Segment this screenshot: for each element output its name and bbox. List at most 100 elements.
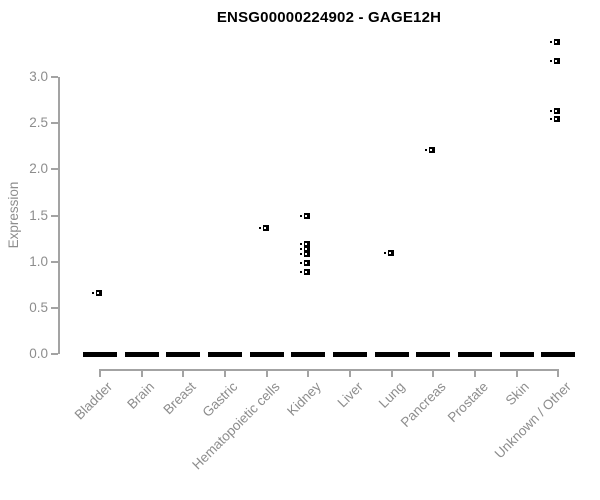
x-tick-label: Lung: [375, 379, 408, 411]
zero-cluster-bar: [207, 352, 242, 357]
data-point-marker: [300, 212, 311, 219]
marker-hole: [305, 247, 308, 250]
x-tick-label: Gastric: [199, 379, 241, 420]
data-point-marker: [300, 259, 311, 266]
x-tick: [557, 369, 560, 377]
marker-hole: [555, 40, 558, 43]
jitter-dash: [300, 270, 303, 273]
x-tick: [307, 369, 310, 377]
jitter-dash: [550, 110, 553, 113]
data-point-marker: [258, 225, 269, 232]
square-marker: [96, 290, 102, 297]
zero-cluster-bar: [374, 352, 409, 357]
data-point-marker: [300, 245, 311, 252]
marker-hole: [305, 270, 308, 273]
zero-cluster-bar: [124, 352, 159, 357]
plot-title: ENSG00000224902 - GAGE12H: [216, 9, 442, 26]
y-axis: [58, 77, 60, 354]
square-marker: [304, 241, 311, 248]
data-point-marker: [425, 146, 436, 153]
zero-cluster-bar: [83, 352, 117, 357]
y-tick: [51, 214, 58, 217]
jitter-dash: [300, 253, 303, 256]
jitter-dash: [300, 261, 303, 264]
x-tick: [140, 369, 143, 377]
marker-hole: [305, 214, 308, 217]
marker-hole: [263, 227, 266, 230]
data-point-marker: [550, 115, 561, 122]
jitter-dash: [383, 252, 386, 255]
x-tick-label: Kidney: [284, 379, 324, 419]
x-tick: [473, 369, 476, 377]
y-tick-label: 1.0: [29, 253, 48, 269]
y-tick: [51, 260, 58, 263]
square-marker: [262, 225, 269, 232]
x-tick: [432, 369, 435, 377]
x-tick-label: Liver: [334, 379, 366, 411]
zero-cluster-bar: [499, 352, 534, 357]
marker-hole: [388, 252, 391, 255]
zero-cluster-bar: [291, 352, 326, 357]
zero-cluster-bar: [332, 352, 367, 357]
marker-hole: [555, 60, 558, 63]
x-tick: [348, 369, 351, 377]
x-tick: [223, 369, 226, 377]
x-tick: [265, 369, 268, 377]
x-tick-label: Skin: [502, 379, 533, 409]
zero-cluster-bar: [166, 352, 201, 357]
marker-hole: [555, 117, 558, 120]
jitter-dash: [425, 148, 428, 151]
data-point-marker: [550, 38, 561, 45]
square-marker: [387, 250, 394, 257]
data-point-marker: [550, 108, 561, 115]
x-tick: [99, 369, 101, 377]
y-tick: [51, 353, 58, 355]
data-point-marker: [300, 268, 311, 275]
jitter-dash: [300, 247, 303, 250]
data-point-marker: [300, 241, 311, 248]
data-point-marker: [383, 250, 394, 257]
square-marker: [429, 146, 436, 153]
square-marker: [554, 38, 561, 45]
x-tick-label: Unknown / Other: [491, 379, 574, 462]
y-tick: [51, 306, 58, 309]
y-tick: [51, 168, 58, 171]
x-tick-label: Breast: [160, 379, 199, 418]
y-tick: [51, 76, 58, 78]
y-tick: [51, 122, 58, 125]
marker-hole: [305, 253, 308, 256]
square-marker: [554, 115, 561, 122]
jitter-dash: [258, 227, 261, 230]
square-marker: [554, 58, 561, 65]
data-point-marker: [550, 58, 561, 65]
marker-hole: [97, 292, 99, 295]
y-tick-label: 1.5: [29, 207, 48, 223]
x-tick: [390, 369, 393, 377]
y-tick-label: 0.5: [29, 299, 48, 315]
x-axis: [99, 369, 560, 371]
data-point-marker: [92, 290, 102, 297]
jitter-dash: [300, 214, 303, 217]
data-point-marker: [300, 251, 311, 258]
jitter-dash: [300, 243, 303, 246]
zero-cluster-bar: [416, 352, 451, 357]
marker-hole: [305, 261, 308, 264]
jitter-dash: [550, 40, 553, 43]
y-tick-label: 2.0: [29, 161, 48, 177]
marker-hole: [305, 243, 308, 246]
x-tick: [515, 369, 518, 377]
y-tick-label: 3.0: [29, 69, 48, 84]
x-tick: [182, 369, 185, 377]
zero-cluster-bar: [541, 352, 576, 357]
x-tick-label: Prostate: [444, 379, 491, 426]
square-marker: [554, 108, 561, 115]
square-marker: [304, 259, 311, 266]
jitter-dash: [550, 60, 553, 63]
square-marker: [304, 212, 311, 219]
zero-cluster-bar: [249, 352, 284, 357]
jitter-dash: [92, 292, 94, 295]
y-tick-label: 2.5: [29, 115, 48, 131]
x-tick-label: Brain: [124, 379, 158, 412]
jitter-dash: [550, 117, 553, 120]
